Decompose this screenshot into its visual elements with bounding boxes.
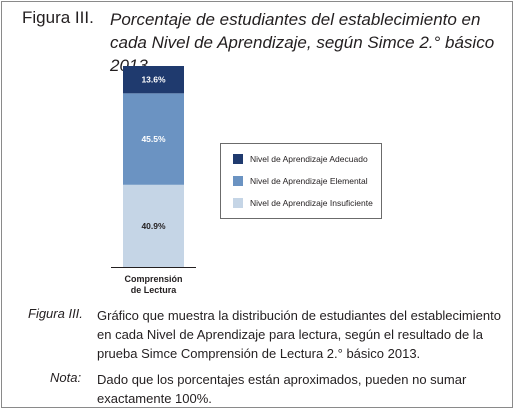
data-label-2: 13.6% xyxy=(141,75,166,85)
note-text: Dado que los porcentajes están aproximad… xyxy=(97,372,467,406)
legend-item-elemental: Nivel de Aprendizaje Elemental xyxy=(233,175,368,187)
legend-swatch-elemental xyxy=(233,176,243,186)
note-label: Nota: xyxy=(50,370,82,385)
caption-label: Figura III. xyxy=(28,306,83,321)
legend-label-elemental: Nivel de Aprendizaje Elemental xyxy=(250,176,368,186)
bar-segment-0 xyxy=(123,184,184,267)
legend-label-insuficiente: Nivel de Aprendizaje Insuficiente xyxy=(250,198,373,208)
category-label-line-1: Comprensión xyxy=(124,274,182,284)
figure-title: Porcentaje de estudiantes del establecim… xyxy=(110,10,495,75)
legend-swatch-insuficiente xyxy=(233,198,243,208)
category-label-line-2: de Lectura xyxy=(131,285,178,295)
data-label-1: 45.5% xyxy=(141,134,166,144)
category-label: Comprensión de Lectura xyxy=(124,274,182,295)
legend-swatch-adecuado xyxy=(233,154,243,164)
data-label-0: 40.9% xyxy=(141,221,166,231)
bar-segment-2 xyxy=(123,66,184,94)
legend-item-adecuado: Nivel de Aprendizaje Adecuado xyxy=(233,153,368,165)
legend-item-insuficiente: Nivel de Aprendizaje Insuficiente xyxy=(233,197,373,209)
chart-legend: Nivel de Aprendizaje Adecuado Nivel de A… xyxy=(220,143,382,219)
caption-text: Gráfico que muestra la distribución de e… xyxy=(97,308,501,361)
stacked-bar-chart: 40.9% 45.5% 13.6% Comprensión de Lectura xyxy=(111,66,196,295)
legend-label-adecuado: Nivel de Aprendizaje Adecuado xyxy=(250,154,368,164)
figure-label: Figura III. xyxy=(22,8,94,27)
bar-segment-1 xyxy=(123,93,184,185)
